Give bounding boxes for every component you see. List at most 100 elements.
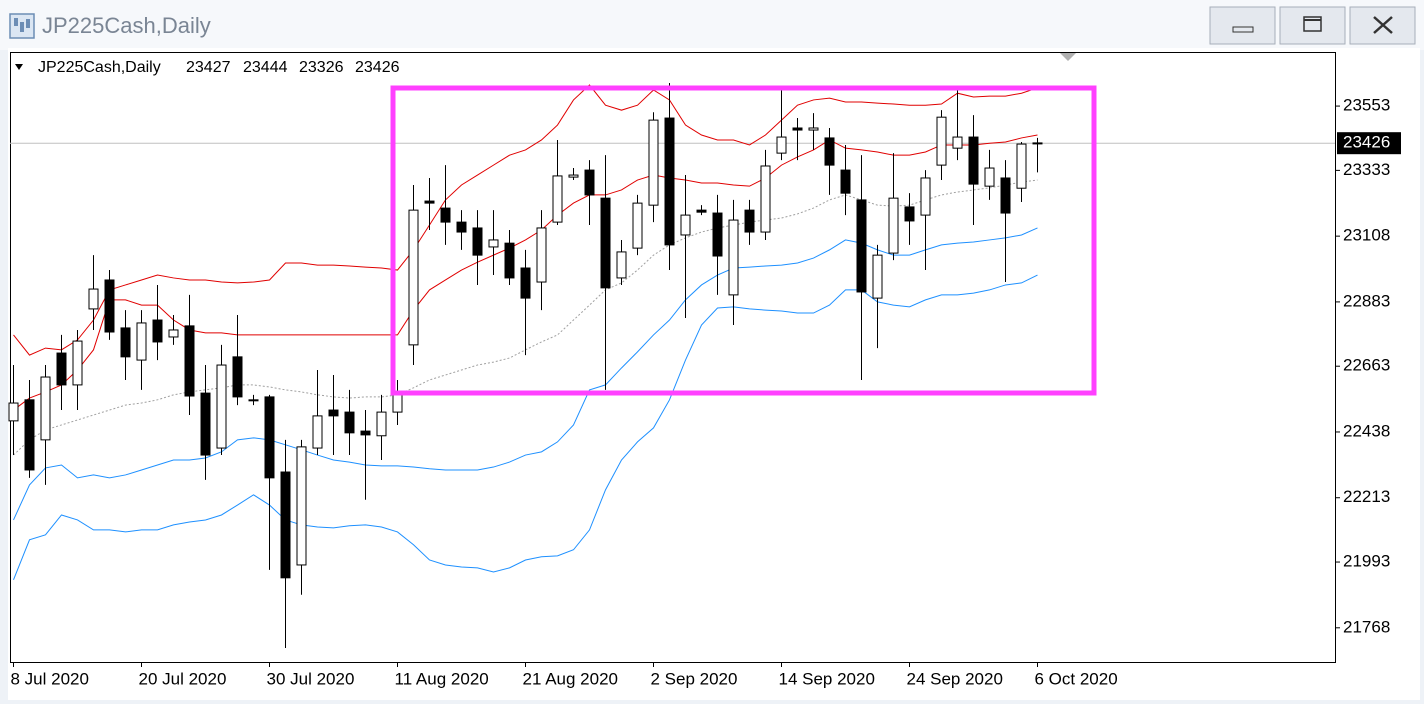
candle-body xyxy=(424,200,435,204)
candle-body xyxy=(136,322,147,361)
candle-body xyxy=(568,174,579,178)
candle-body xyxy=(968,136,979,185)
y-tick-label: 22213 xyxy=(1343,487,1390,506)
x-tick-label: 14 Sep 2020 xyxy=(779,669,875,688)
candle-body xyxy=(776,136,787,154)
minimize-button[interactable] xyxy=(1209,6,1276,45)
price-label: 23426 xyxy=(1343,133,1390,152)
band-line xyxy=(13,274,1038,581)
candle-body xyxy=(696,209,707,213)
x-tick-label: 6 Oct 2020 xyxy=(1035,669,1118,688)
candle-body xyxy=(328,409,339,417)
candle-body xyxy=(1032,142,1043,145)
candle-body xyxy=(344,411,355,434)
candle-body xyxy=(600,197,611,289)
candle-body xyxy=(1016,143,1027,189)
x-tick-label: 20 Jul 2020 xyxy=(139,669,227,688)
candle-body xyxy=(680,214,691,236)
highlight-box xyxy=(390,85,1097,396)
candle-body xyxy=(88,288,99,310)
band-line xyxy=(13,84,1038,356)
candle-body xyxy=(72,340,83,386)
y-tick-label: 22663 xyxy=(1343,356,1390,375)
candle-body xyxy=(728,219,739,296)
candle-body xyxy=(632,202,643,249)
candle-body xyxy=(312,415,323,449)
header-open: 23427 xyxy=(186,59,231,76)
candle-body xyxy=(664,117,675,246)
y-tick-label: 23108 xyxy=(1343,226,1390,245)
candle-body xyxy=(536,227,547,283)
candle-body xyxy=(936,116,947,166)
candle-body xyxy=(952,136,963,149)
candle-body xyxy=(840,169,851,194)
candle-body xyxy=(456,221,467,233)
header-low: 23326 xyxy=(299,59,344,76)
candle-body xyxy=(376,411,387,437)
candle-body xyxy=(408,209,419,346)
candle-body xyxy=(712,212,723,257)
candle-body xyxy=(56,352,67,386)
band-line xyxy=(13,227,1038,521)
candle-body xyxy=(616,251,627,279)
candle-body xyxy=(904,206,915,222)
candle-body xyxy=(472,227,483,256)
x-tick-label: 11 Aug 2020 xyxy=(395,669,489,688)
candle-body xyxy=(216,364,227,449)
candle-body xyxy=(200,392,211,456)
candle-body xyxy=(984,167,995,187)
candle-body xyxy=(184,325,195,397)
candle-body xyxy=(504,242,515,279)
candle-body xyxy=(40,376,51,441)
y-tick-label: 23333 xyxy=(1343,160,1390,179)
candle-body xyxy=(440,207,451,223)
y-tick-label: 22883 xyxy=(1343,291,1390,310)
shift-marker xyxy=(1060,53,1076,61)
candle-body xyxy=(120,327,131,358)
candle-body xyxy=(808,127,819,131)
candle-body xyxy=(392,394,403,413)
candle-body xyxy=(296,446,307,566)
candle-body xyxy=(760,165,771,233)
y-tick-label: 22438 xyxy=(1343,421,1390,440)
x-tick-label: 30 Jul 2020 xyxy=(267,669,355,688)
candle-body xyxy=(856,199,867,293)
candle-body xyxy=(104,279,115,333)
plot xyxy=(8,82,1335,648)
x-tick-label: 21 Aug 2020 xyxy=(523,669,618,688)
title-bar xyxy=(0,0,1424,50)
y-tick-label: 21993 xyxy=(1343,552,1390,571)
band-line xyxy=(13,134,1038,411)
header-close: 23426 xyxy=(355,59,400,76)
candle-body xyxy=(232,356,243,398)
candle-body xyxy=(248,399,259,402)
window-icon xyxy=(9,13,35,39)
header-triangle xyxy=(15,64,23,70)
candle-body xyxy=(552,175,563,223)
candle-body xyxy=(648,119,659,206)
x-tick-label: 24 Sep 2020 xyxy=(907,669,1003,688)
chart-title: JP225Cash,Daily xyxy=(38,59,161,76)
candle-body xyxy=(584,169,595,196)
candle-body xyxy=(920,177,931,216)
candle-body xyxy=(824,137,835,166)
price-label-box xyxy=(1337,132,1401,155)
candle-body xyxy=(360,430,371,436)
candle-body xyxy=(520,267,531,299)
candle-body xyxy=(792,127,803,131)
y-tick-label: 21768 xyxy=(1343,617,1390,636)
candle-body xyxy=(8,402,19,422)
candle-body xyxy=(24,399,35,471)
close-button[interactable] xyxy=(1349,6,1416,45)
header-high: 23444 xyxy=(243,59,288,76)
candle-body xyxy=(1000,177,1011,214)
x-tick-label: 8 Jul 2020 xyxy=(11,669,89,688)
restore-button[interactable] xyxy=(1279,6,1346,45)
y-tick-label: 23553 xyxy=(1343,96,1390,115)
candle-body xyxy=(872,254,883,299)
candle-body xyxy=(264,396,275,479)
candle-body xyxy=(152,319,163,343)
x-tick-label: 2 Sep 2020 xyxy=(651,669,738,688)
